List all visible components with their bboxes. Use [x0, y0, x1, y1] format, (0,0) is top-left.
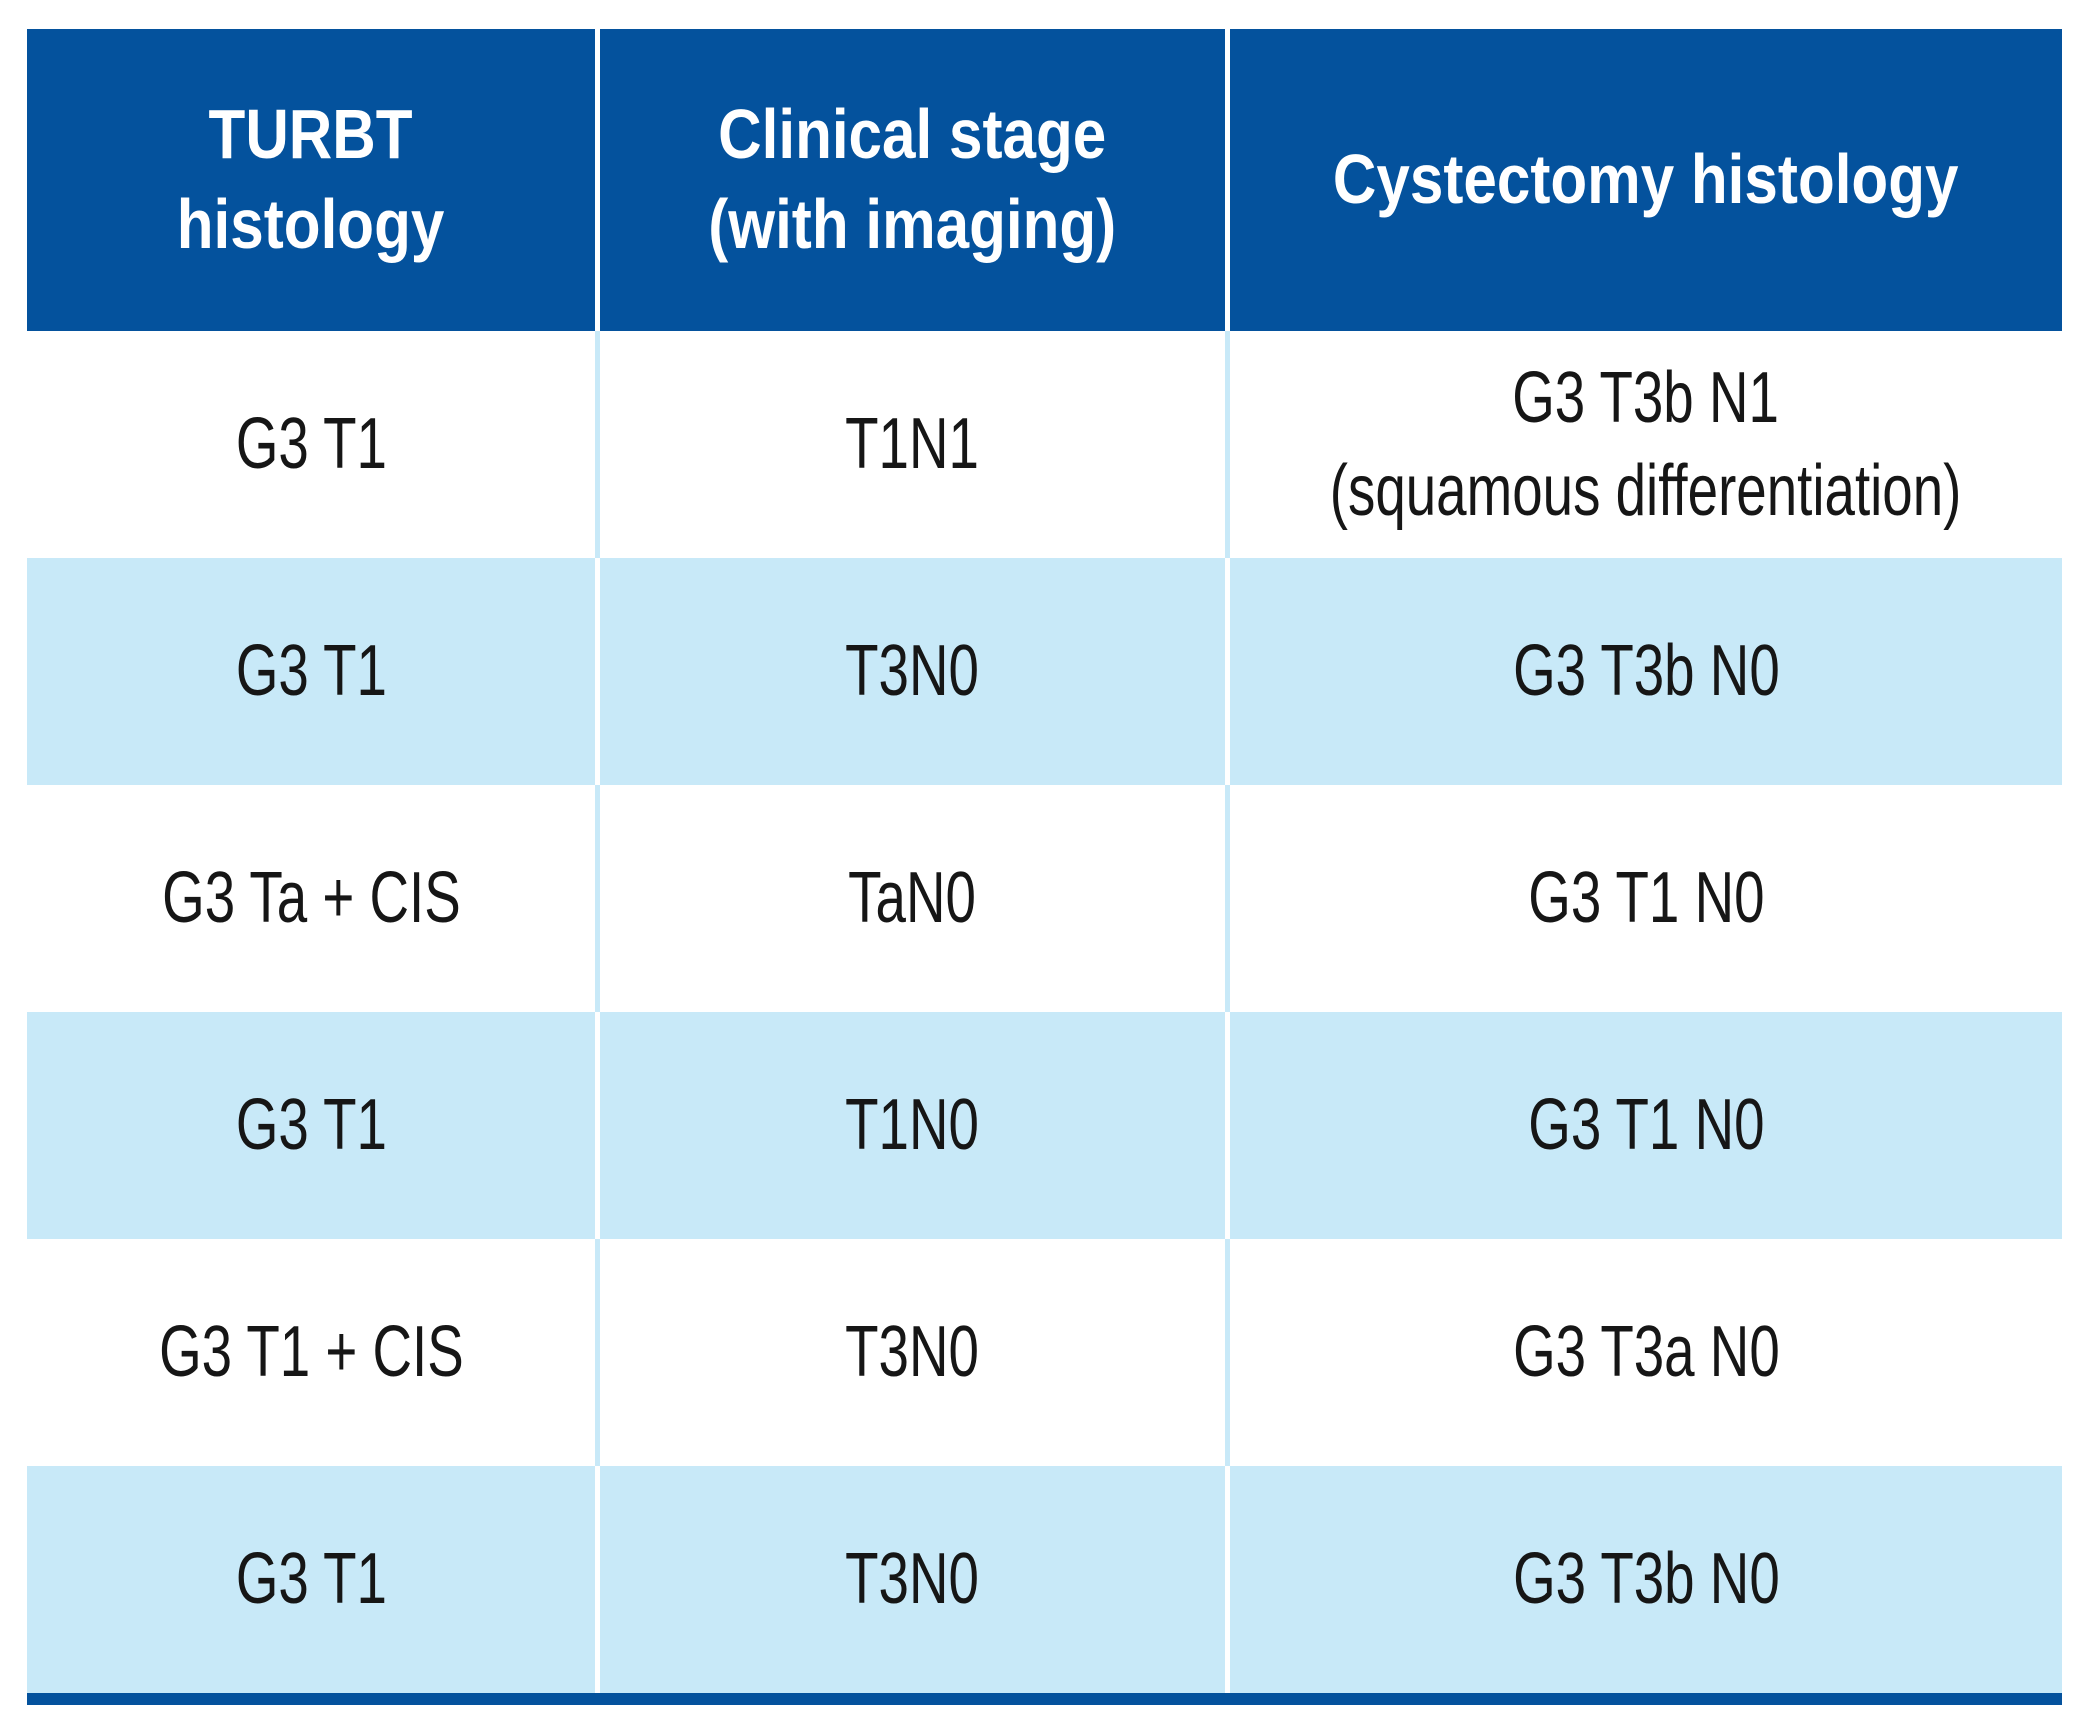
table-cell: G3 T3b N0	[1230, 558, 2062, 785]
table-cell: T3N0	[600, 1239, 1225, 1466]
header-label: Cystectomy histology	[1333, 140, 1959, 219]
table-cell: G3 Ta + CIS	[27, 785, 595, 1012]
cell-text: G3 T3a N0	[1512, 1312, 1780, 1393]
table-bottom-border	[27, 1693, 2062, 1705]
header-cell-clinical-stage: Clinical stage (with imaging)	[600, 29, 1225, 331]
cell-text: G3 Ta + CIS	[161, 858, 461, 939]
table-cell: G3 T1	[27, 331, 595, 558]
table-cell: G3 T1	[27, 1012, 595, 1239]
table-cell: G3 T1	[27, 1466, 595, 1693]
header-label: Clinical stage (with imaging)	[708, 95, 1117, 263]
cell-text: G3 T1	[235, 631, 387, 712]
table-cell: T1N0	[600, 1012, 1225, 1239]
table-cell: G3 T1 N0	[1230, 1012, 2062, 1239]
cell-text: G3 T3b N0	[1512, 1539, 1780, 1620]
table-row: G3 Ta + CIS TaN0 G3 T1 N0	[27, 785, 2062, 1012]
cell-text: T1N1	[845, 404, 980, 485]
table-cell: T3N0	[600, 558, 1225, 785]
header-label: TURBT histology	[177, 95, 445, 263]
table-row: G3 T1 T1N0 G3 T1 N0	[27, 1012, 2062, 1239]
table-cell: T1N1	[600, 331, 1225, 558]
cell-text: T1N0	[845, 1085, 980, 1166]
table-row: G3 T1 T3N0 G3 T3b N0	[27, 558, 2062, 785]
header-cell-turbt-histology: TURBT histology	[27, 29, 595, 331]
table-cell: G3 T3a N0	[1230, 1239, 2062, 1466]
table-row: G3 T1 T1N1 G3 T3b N1 (squamous different…	[27, 331, 2062, 558]
cell-text: G3 T3b N1 (squamous differentiation)	[1330, 358, 1962, 531]
cell-text: T3N0	[845, 1312, 980, 1393]
cell-text: G3 T3b N0	[1512, 631, 1780, 712]
table-cell: G3 T1	[27, 558, 595, 785]
cell-text: G3 T1	[235, 1085, 387, 1166]
cell-text: T3N0	[845, 1539, 980, 1620]
table-cell: G3 T1 N0	[1230, 785, 2062, 1012]
table-cell: G3 T3b N0	[1230, 1466, 2062, 1693]
cell-text: G3 T1 + CIS	[158, 1312, 464, 1393]
histology-comparison-table: TURBT histology Clinical stage (with ima…	[27, 29, 2062, 1705]
table-cell: T3N0	[600, 1466, 1225, 1693]
table-row: G3 T1 + CIS T3N0 G3 T3a N0	[27, 1239, 2062, 1466]
header-cell-cystectomy-histology: Cystectomy histology	[1230, 29, 2062, 331]
table-cell: G3 T3b N1 (squamous differentiation)	[1230, 331, 2062, 558]
cell-text: T3N0	[845, 631, 980, 712]
cell-text: G3 T1 N0	[1527, 1085, 1765, 1166]
cell-text: G3 T1	[235, 404, 387, 485]
cell-text: G3 T1	[235, 1539, 387, 1620]
table-cell: G3 T1 + CIS	[27, 1239, 595, 1466]
table-cell: TaN0	[600, 785, 1225, 1012]
table-header-row: TURBT histology Clinical stage (with ima…	[27, 29, 2062, 331]
table-row: G3 T1 T3N0 G3 T3b N0	[27, 1466, 2062, 1693]
cell-text: G3 T1 N0	[1527, 858, 1765, 939]
cell-text: TaN0	[848, 858, 977, 939]
